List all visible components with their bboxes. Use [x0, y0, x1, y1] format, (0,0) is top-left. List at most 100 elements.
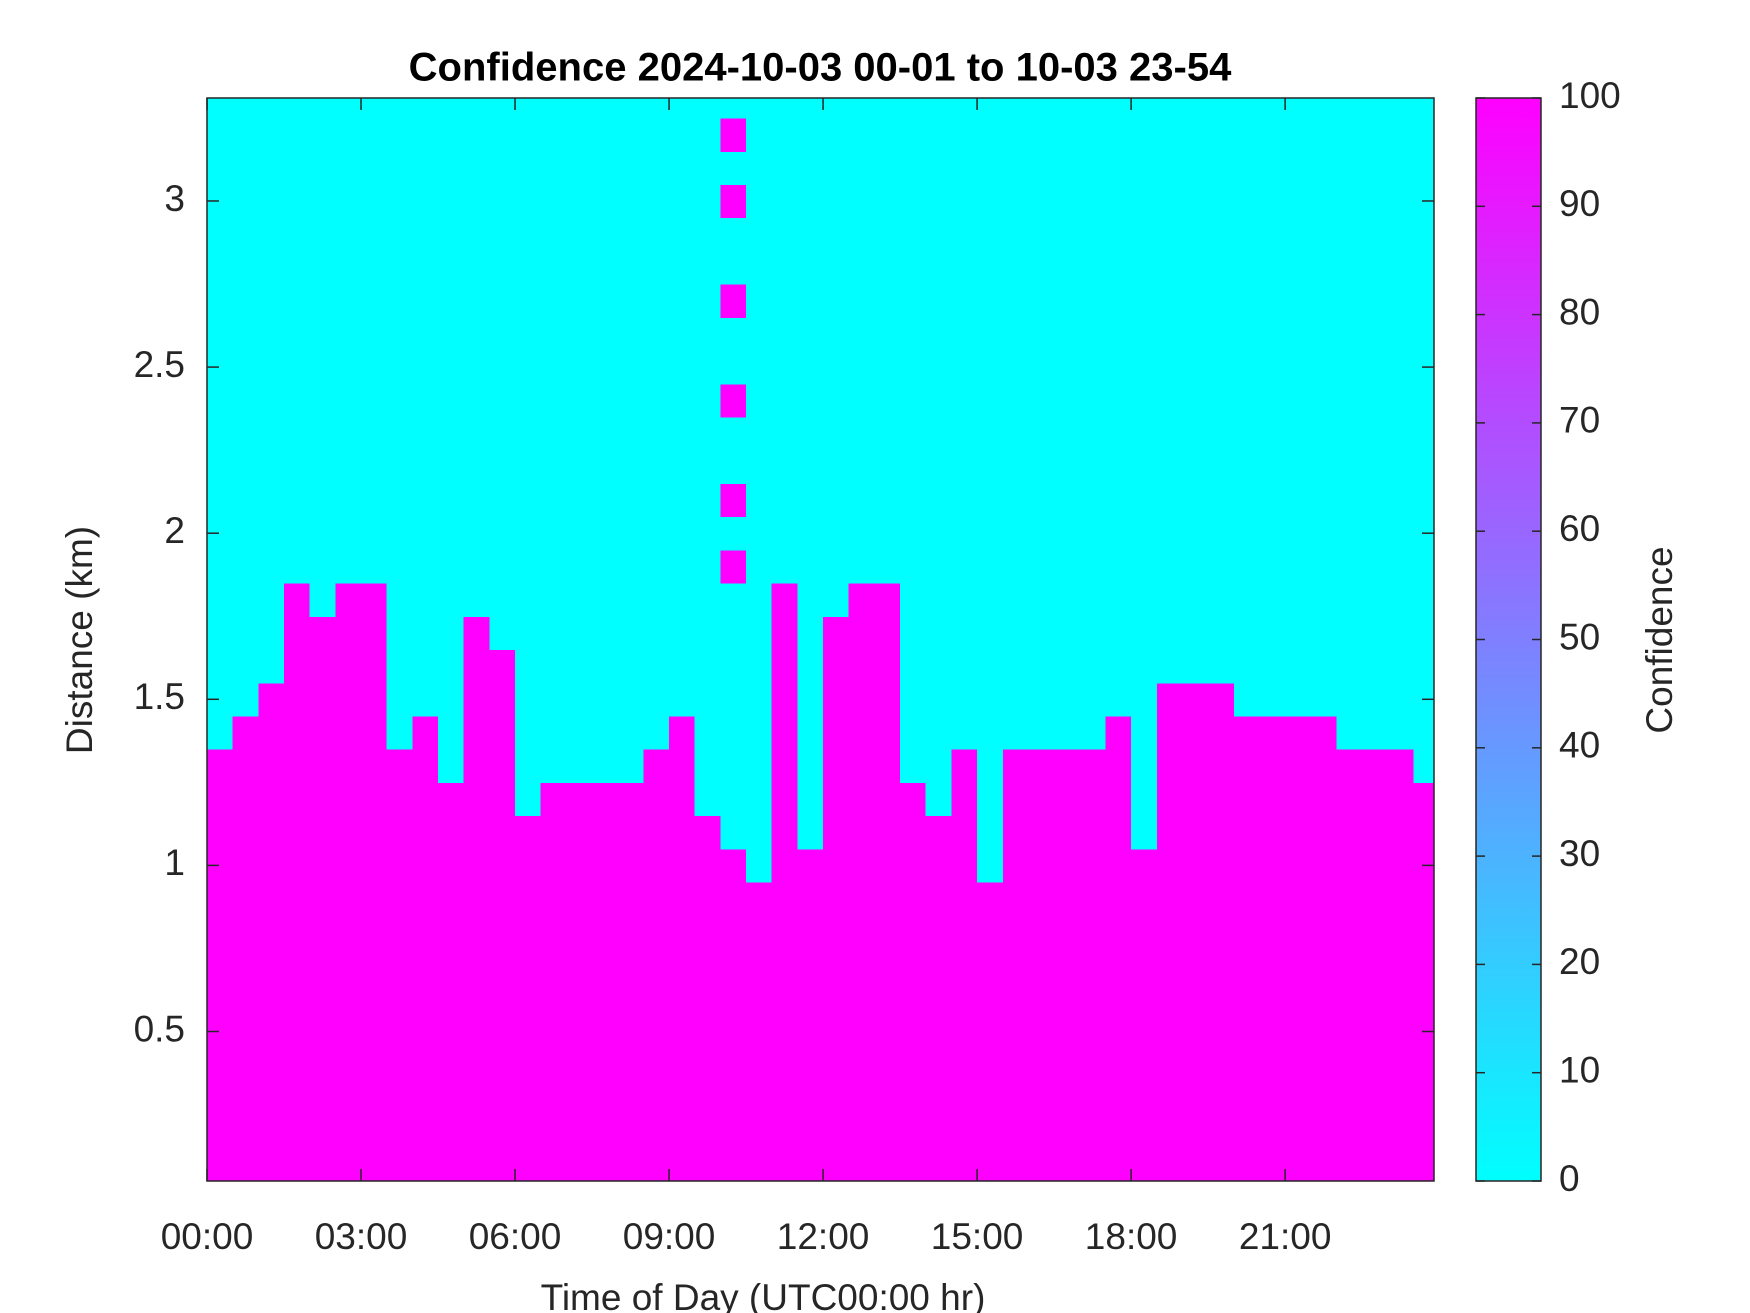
- heatmap-cell: [1259, 549, 1286, 584]
- heatmap-cell: [438, 151, 465, 185]
- heatmap-cell: [540, 1114, 567, 1149]
- heatmap-cell: [258, 915, 285, 950]
- heatmap-cell: [771, 1114, 798, 1149]
- heatmap-cell: [977, 948, 1004, 983]
- heatmap-cell: [925, 782, 953, 817]
- heatmap-cell: [1208, 616, 1235, 651]
- heatmap-cell: [643, 649, 670, 684]
- heatmap-cell: [1131, 151, 1158, 185]
- heatmap-cell: [284, 483, 311, 518]
- heatmap-cell: [412, 915, 439, 950]
- heatmap-cell: [1387, 649, 1415, 684]
- x-tick-label: 18:00: [1085, 1216, 1178, 1257]
- heatmap-cell: [566, 151, 593, 185]
- heatmap-cell: [258, 682, 285, 717]
- heatmap-cell: [694, 815, 721, 850]
- heatmap-cell: [643, 151, 670, 185]
- heatmap-cell: [874, 184, 901, 219]
- heatmap-cell: [284, 184, 311, 219]
- heatmap-cell: [361, 250, 388, 285]
- heatmap-cell: [1362, 948, 1389, 983]
- heatmap-cell: [1208, 217, 1235, 252]
- heatmap-cell: [1002, 782, 1030, 817]
- heatmap-cell: [643, 184, 670, 219]
- heatmap-cell: [643, 583, 670, 617]
- heatmap-cell: [540, 915, 567, 950]
- heatmap-cell: [900, 416, 927, 451]
- heatmap-cell: [1131, 250, 1158, 285]
- heatmap-cell: [1362, 383, 1389, 418]
- heatmap-cell: [1259, 151, 1286, 185]
- heatmap-cell: [438, 815, 465, 850]
- heatmap-cell: [1182, 250, 1209, 285]
- heatmap-cell: [1413, 549, 1434, 584]
- heatmap-cell: [1310, 948, 1338, 983]
- heatmap-cell: [1336, 350, 1363, 385]
- heatmap-cell: [515, 616, 542, 651]
- heatmap-cell: [823, 250, 850, 285]
- heatmap-cell: [335, 749, 362, 783]
- heatmap-cell: [386, 184, 413, 219]
- heatmap-cell: [1233, 450, 1261, 484]
- heatmap-cell: [361, 749, 388, 783]
- heatmap-cell: [720, 682, 747, 717]
- heatmap-cell: [1156, 882, 1184, 916]
- heatmap-cell: [515, 1048, 542, 1082]
- heatmap-cell: [258, 416, 285, 451]
- heatmap-cell: [207, 416, 234, 451]
- heatmap-cell: [540, 151, 567, 185]
- heatmap-cell: [925, 649, 953, 684]
- heatmap-cell: [592, 217, 619, 252]
- heatmap-cell: [797, 184, 824, 219]
- heatmap-cell: [258, 948, 285, 983]
- heatmap-cell: [951, 416, 978, 451]
- heatmap-cell: [1413, 483, 1434, 518]
- heatmap-cell: [669, 649, 696, 684]
- heatmap-cell: [309, 749, 336, 783]
- heatmap-cell: [1105, 416, 1132, 451]
- heatmap-cell: [1002, 383, 1030, 418]
- heatmap-cell: [1362, 416, 1389, 451]
- heatmap-cell: [1336, 815, 1363, 850]
- heatmap-cell: [951, 649, 978, 684]
- heatmap-cell: [1131, 516, 1158, 551]
- heatmap-cell: [669, 516, 696, 551]
- heatmap-cell: [694, 1048, 721, 1082]
- heatmap-cell: [463, 416, 490, 451]
- heatmap-cell: [438, 117, 465, 152]
- heatmap-cell: [1028, 715, 1055, 750]
- heatmap-cell: [848, 1081, 876, 1116]
- heatmap-cell: [925, 250, 953, 285]
- heatmap-cell: [925, 1048, 953, 1082]
- heatmap-cell: [951, 151, 978, 185]
- heatmap-cell: [1079, 1048, 1107, 1082]
- heatmap-cell: [643, 450, 670, 484]
- heatmap-cell: [925, 217, 953, 252]
- heatmap-cell: [746, 848, 773, 883]
- heatmap-cell: [771, 1081, 798, 1116]
- heatmap-cell: [771, 516, 798, 551]
- heatmap-cell: [438, 483, 465, 518]
- heatmap-cell: [1233, 549, 1261, 584]
- heatmap-cell: [925, 749, 953, 783]
- heatmap-cell: [925, 715, 953, 750]
- heatmap-cell: [1413, 715, 1434, 750]
- heatmap-cell: [694, 383, 721, 418]
- heatmap-cell: [592, 151, 619, 185]
- heatmap-cell: [925, 815, 953, 850]
- heatmap-cell: [1054, 250, 1081, 285]
- heatmap-cell: [463, 450, 490, 484]
- heatmap-cell: [977, 1014, 1004, 1049]
- heatmap-cell: [1028, 1147, 1055, 1181]
- y-tick-label: 2.5: [134, 344, 185, 385]
- heatmap-cell: [386, 1014, 413, 1049]
- heatmap-cell: [1310, 749, 1338, 783]
- heatmap-cell: [1362, 151, 1389, 185]
- heatmap-cell: [900, 948, 927, 983]
- heatmap-cell: [771, 416, 798, 451]
- heatmap-cell: [900, 1014, 927, 1049]
- heatmap-cell: [438, 516, 465, 551]
- heatmap-cell: [1054, 1147, 1081, 1181]
- heatmap-cell: [489, 981, 516, 1016]
- heatmap-cell: [925, 848, 953, 883]
